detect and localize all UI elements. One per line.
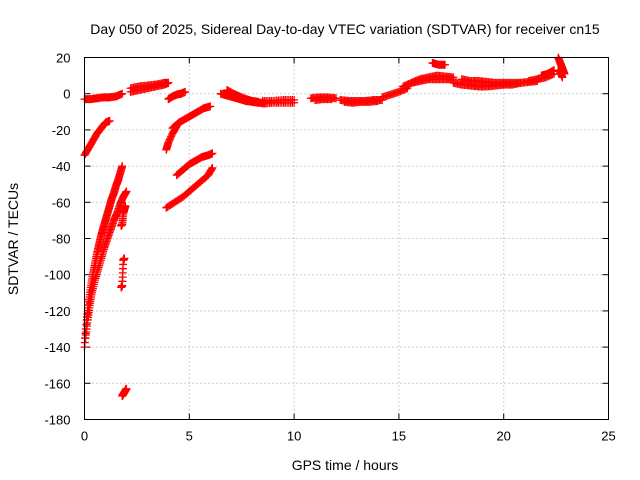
x-tick-label: 0 (81, 429, 88, 444)
y-axis-label: SDTVAR / TECUs (5, 183, 21, 295)
x-tick-label: 25 (601, 429, 615, 444)
chart-title: Day 050 of 2025, Sidereal Day-to-day VTE… (90, 21, 600, 37)
data-point (327, 95, 336, 104)
series-arc-7 (117, 201, 130, 230)
x-tick-label: 20 (496, 429, 510, 444)
y-tick-label: -80 (52, 232, 71, 247)
data-point (120, 254, 129, 263)
y-tick-label: 0 (63, 87, 70, 102)
series-arc-14 (162, 163, 217, 212)
series-arc-31 (537, 66, 559, 80)
data-point (118, 89, 127, 98)
x-tick-labels: 0 5 10 15 20 25 (81, 429, 616, 444)
data-point (208, 163, 217, 172)
y-tick-label: -120 (44, 304, 70, 319)
series-arc-9 (126, 78, 173, 93)
y-tick-label: -60 (52, 195, 71, 210)
series-arc-33 (554, 66, 567, 82)
data-point (105, 116, 114, 125)
y-tick-label: -180 (44, 413, 70, 428)
series-arc-2 (80, 116, 114, 160)
y-tick-label: -160 (44, 376, 70, 391)
y-tick-labels: 20 0 -20 -40 -60 -80 -100 -120 -140 -160 -180 (44, 51, 70, 428)
data-point (122, 187, 131, 196)
y-tick-label: -20 (52, 123, 71, 138)
data-point (206, 102, 215, 111)
series-arc-16 (223, 86, 263, 106)
data-point (332, 94, 341, 103)
y-tick-label: -100 (44, 268, 70, 283)
data-point (254, 97, 263, 106)
data-points (80, 53, 569, 400)
series-arc-22 (340, 96, 382, 107)
data-point (558, 73, 567, 82)
data-point (122, 384, 131, 393)
series-arc-10 (164, 87, 190, 104)
data-point (207, 165, 216, 174)
data-point (164, 78, 173, 87)
y-tick-label: -140 (44, 340, 70, 355)
x-axis-label: GPS time / hours (292, 457, 399, 473)
data-point (121, 201, 130, 210)
y-tick-label: 20 (56, 51, 70, 66)
data-point (373, 96, 382, 105)
data-point (208, 149, 217, 158)
plot-frame (84, 57, 609, 420)
series-arc-12 (168, 102, 215, 133)
x-tick-label: 10 (287, 429, 301, 444)
x-tick-label: 5 (186, 429, 193, 444)
axis-ticks (84, 57, 609, 420)
series-arc-13 (172, 149, 217, 180)
data-point (290, 98, 299, 107)
series-arc-1 (80, 89, 127, 104)
data-point (181, 87, 190, 96)
series-arc-20 (311, 95, 336, 105)
series-arc-25 (407, 71, 458, 87)
series-arc-5 (118, 384, 131, 400)
data-point (118, 162, 127, 171)
series-arc-26 (428, 58, 450, 69)
grid (84, 57, 609, 420)
series-arc-18 (258, 98, 299, 108)
x-tick-label: 15 (392, 429, 406, 444)
y-tick-label: -40 (52, 159, 71, 174)
data-point (441, 60, 450, 69)
series-arc-6 (117, 254, 129, 292)
